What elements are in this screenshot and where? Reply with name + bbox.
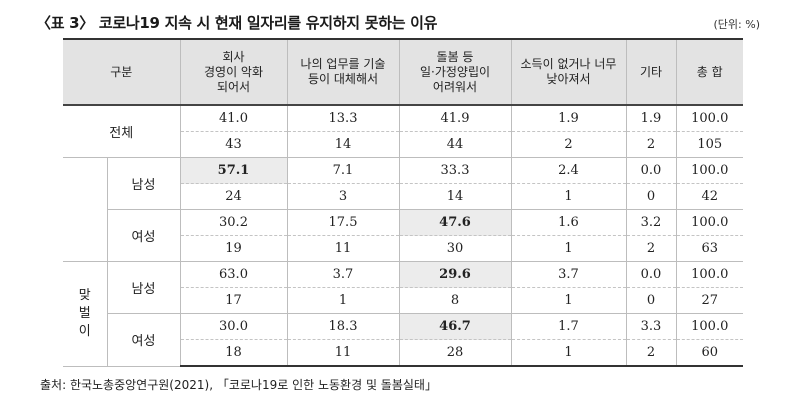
table-row: 전체 41.0 13.3 41.9 1.9 1.9 100.0 <box>63 104 743 158</box>
cell: 1.9 <box>510 105 627 132</box>
cell: 14 <box>286 131 400 158</box>
cell: 105 <box>675 131 743 158</box>
cell: 3.2 <box>625 209 677 236</box>
cell-highlight: 29.6 <box>398 261 512 288</box>
cell: 2 <box>510 131 627 158</box>
cell: 14 <box>398 183 512 210</box>
table-row: 남성 57.1 7.1 33.3 2.4 0.0 100.0 <box>63 157 743 262</box>
header-total: 총 합 <box>675 38 743 106</box>
cell: 100.0 <box>675 261 743 288</box>
cell: 28 <box>398 339 512 367</box>
cell: 30.2 <box>179 209 288 236</box>
table-row: 19 11 30 1 2 63 <box>63 235 743 262</box>
table-row: 여성 30.2 17.5 47.6 1.6 3.2 100.0 <box>63 209 743 262</box>
group-blank-cell <box>63 157 108 262</box>
cell: 0 <box>625 183 677 210</box>
cell: 2 <box>625 235 677 262</box>
female-label: 여성 <box>107 209 181 262</box>
header-other: 기타 <box>625 38 677 106</box>
cell: 1.9 <box>625 105 677 132</box>
cell: 33.3 <box>398 157 512 184</box>
cell: 1 <box>510 183 627 210</box>
unit-label: (단위: %) <box>713 18 760 31</box>
header-group: 구분 <box>63 38 181 106</box>
cell: 1.7 <box>510 313 627 340</box>
cell: 3.7 <box>510 261 627 288</box>
cell: 2 <box>625 339 677 367</box>
reasons-table: 구분 회사 경영이 악화 되어서 나의 업무를 기술 등이 대체해서 돌봄 등 일·가정… <box>63 38 743 367</box>
cell: 1 <box>510 235 627 262</box>
cell: 17.5 <box>286 209 400 236</box>
table-row: 24 3 14 1 0 42 <box>63 183 743 210</box>
cell: 19 <box>180 235 288 262</box>
header-company-worse: 회사 경영이 악화 되어서 <box>179 38 288 106</box>
cell: 60 <box>675 339 743 367</box>
cell-highlight: 46.7 <box>398 313 512 340</box>
cell: 24 <box>180 183 288 210</box>
cell: 2.4 <box>510 157 627 184</box>
cell: 63 <box>675 235 743 262</box>
header-care-difficulty: 돌봄 등 일·가정양립이 어려워서 <box>398 38 512 106</box>
header-replaced-by-tech: 나의 업무를 기술 등이 대체해서 <box>286 38 400 106</box>
cell: 100.0 <box>675 209 743 236</box>
cell: 100.0 <box>675 157 743 184</box>
male-label: 남성 <box>106 157 181 210</box>
cell: 17 <box>180 287 288 314</box>
cell: 11 <box>286 235 400 262</box>
cell: 18 <box>180 339 288 367</box>
cell: 41.9 <box>398 105 512 132</box>
header-row: 구분 회사 경영이 악화 되어서 나의 업무를 기술 등이 대체해서 돌봄 등 일·가정… <box>63 38 743 106</box>
cell: 1.6 <box>510 209 627 236</box>
cell: 2 <box>625 131 677 158</box>
table-row: 여성 30.0 18.3 46.7 1.7 3.3 100.0 <box>63 313 743 367</box>
cell: 27 <box>675 287 743 314</box>
cell: 30 <box>398 235 512 262</box>
cell: 43 <box>180 131 288 158</box>
group-total-label: 전체 <box>63 104 181 158</box>
cell: 30.0 <box>179 313 288 340</box>
cell: 100.0 <box>675 313 743 340</box>
cell: 0.0 <box>625 261 677 288</box>
cell: 0.0 <box>625 157 677 184</box>
cell: 8 <box>398 287 512 314</box>
dual-female-label: 여성 <box>107 313 181 367</box>
cell: 3.7 <box>286 261 400 288</box>
cell: 1 <box>510 339 627 367</box>
cell-highlight: 47.6 <box>398 209 512 236</box>
cell: 44 <box>398 131 512 158</box>
cell: 100.0 <box>675 105 743 132</box>
table-row: 18 11 28 1 2 60 <box>63 339 743 367</box>
cell: 3 <box>286 183 400 210</box>
cell: 1 <box>510 287 627 314</box>
cell: 63.0 <box>179 261 288 288</box>
header-low-income: 소득이 없거나 너무 낮아져서 <box>510 38 627 106</box>
table-title: 〈표 3〉 코로나19 지속 시 현재 일자리를 유지하지 못하는 이유 <box>36 14 438 32</box>
dual-male-label: 남성 <box>106 261 181 314</box>
cell: 18.3 <box>286 313 400 340</box>
cell: 13.3 <box>286 105 400 132</box>
cell: 1 <box>286 287 400 314</box>
cell: 7.1 <box>286 157 400 184</box>
cell-highlight: 57.1 <box>179 157 288 184</box>
cell: 42 <box>675 183 743 210</box>
cell: 41.0 <box>179 105 288 132</box>
table-row: 43 14 44 2 2 105 <box>63 131 743 158</box>
table-row: 17 1 8 1 0 27 <box>63 287 743 314</box>
cell: 0 <box>625 287 677 314</box>
cell: 3.3 <box>625 313 677 340</box>
cell: 11 <box>286 339 400 367</box>
source-note: 출처: 한국노총중앙연구원(2021), 「코로나19로 인한 노동환경 및 돌… <box>40 378 437 392</box>
